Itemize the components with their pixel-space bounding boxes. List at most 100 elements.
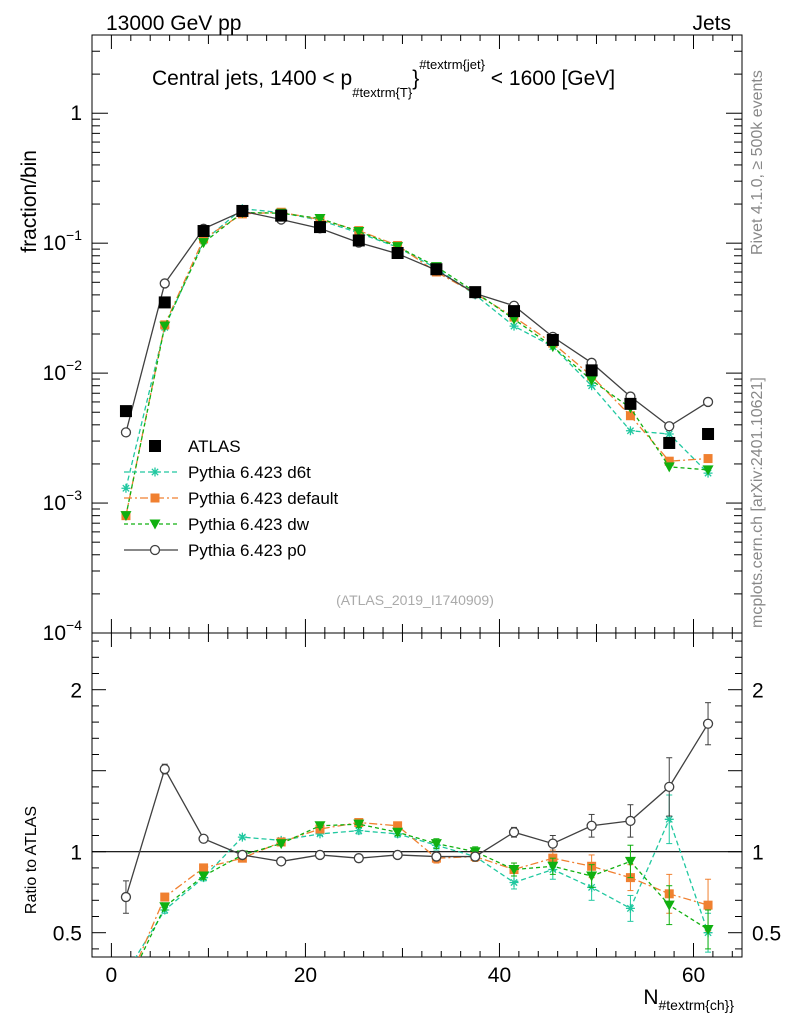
- data-point-dw: [702, 465, 714, 476]
- y-tick-label-exp: −1: [66, 227, 82, 243]
- legend-label-default: Pythia 6.423 default: [188, 489, 339, 508]
- ratio-point-d6t: [509, 877, 519, 887]
- header-right-label: Jets: [692, 12, 731, 35]
- x-tick-labels: 0 20 40 60: [106, 964, 706, 987]
- chart-title-sup: #textrm{jet}: [419, 57, 485, 72]
- rivet-version-label: Rivet 4.1.0, ≥ 500k events: [749, 70, 766, 255]
- legend-marker-d6t: [150, 467, 160, 477]
- y-tick-label-exp: −2: [66, 357, 82, 373]
- ratio-point-p0: [664, 781, 675, 793]
- ratio-point-d6t: [237, 832, 247, 842]
- analysis-watermark: (ATLAS_2019_I1740909): [336, 592, 494, 608]
- ratio-point-default: [703, 900, 713, 910]
- series-line-p0: [125, 210, 709, 433]
- legend: ATLAS Pythia 6.423 d6t Pythia 6.423 defaul…: [124, 437, 339, 560]
- ratio-point-p0: [237, 849, 248, 861]
- data-point-p0: [159, 278, 170, 289]
- y-tick-label: 10−4: [43, 617, 83, 645]
- ratio-point-dw: [275, 839, 287, 850]
- series-p0: [120, 206, 714, 438]
- ratio-point-d6t: [315, 829, 325, 839]
- data-point-p0: [664, 421, 675, 432]
- ratio-point-default: [393, 821, 403, 831]
- ratio-point-p0: [702, 718, 714, 729]
- data-point-dw: [120, 511, 132, 522]
- legend-label-atlas: ATLAS: [188, 437, 241, 456]
- ratio-line-dw: [139, 823, 709, 957]
- ratio-point-dw: [198, 871, 210, 882]
- data-point-atlas: [469, 286, 482, 299]
- y-tick-label-base: 1: [70, 102, 82, 125]
- x-tick-label: 40: [488, 964, 511, 987]
- main-y-axis-label: fraction/bin: [18, 150, 41, 253]
- ratio-point-d6t: [121, 969, 130, 978]
- ratio-y-tick-label: 2: [70, 680, 82, 703]
- ratio-series-p0: [120, 702, 714, 914]
- ratio-line-d6t: [135, 817, 709, 957]
- x-tick-label: 60: [682, 964, 705, 987]
- ratio-point-dw: [314, 821, 326, 832]
- data-point-default: [664, 456, 674, 466]
- data-point-atlas: [352, 234, 365, 247]
- ratio-series-dw: [120, 819, 714, 993]
- y-tick-label-base: 10: [43, 362, 66, 385]
- legend-label-dw: Pythia 6.423 dw: [188, 515, 310, 534]
- data-point-atlas: [430, 263, 443, 276]
- ratio-point-p0: [431, 851, 442, 862]
- ratio-point-default: [199, 863, 209, 873]
- data-point-default: [625, 411, 635, 421]
- ratio-y-axis-label: Ratio to ATLAS: [23, 806, 40, 914]
- y-tick-label: 1: [70, 102, 82, 125]
- ratio-point-p0: [353, 853, 364, 864]
- mcplots-credit-label: mcplots.cern.ch [arXiv:2401.10621]: [749, 377, 766, 628]
- x-axis-label: N#textrm{ch}}: [643, 986, 734, 1013]
- chart-title-close: }: [408, 85, 413, 100]
- ratio-point-p0: [314, 849, 326, 861]
- data-point-d6t: [625, 426, 635, 436]
- ratio-panel-frame: [91, 632, 743, 958]
- ratio-y-tick-label-right: 0.5: [752, 923, 781, 946]
- data-point-dw: [159, 321, 171, 332]
- ratio-point-dw: [353, 819, 365, 830]
- ratio-point-dw: [508, 865, 520, 876]
- data-point-d6t: [121, 483, 131, 493]
- ratio-point-default: [121, 983, 130, 992]
- ratio-point-p0: [547, 838, 558, 849]
- data-point-atlas: [663, 436, 676, 449]
- x-tick-label: 20: [294, 964, 317, 987]
- ratio-point-dw: [663, 900, 675, 911]
- header-left-label: 13000 GeV pp: [106, 12, 241, 35]
- ratio-point-p0: [159, 763, 170, 775]
- ratio-point-dw: [392, 827, 404, 838]
- series-atlas: [119, 204, 715, 449]
- ratio-point-d6t: [625, 903, 635, 913]
- main-axis-ticks: [92, 34, 742, 634]
- data-point-atlas: [236, 204, 249, 217]
- data-point-atlas: [585, 364, 598, 377]
- legend-marker-atlas: [149, 440, 161, 452]
- chart-title-rest: < 1600 [GeV]: [485, 67, 615, 90]
- y-tick-label-base: 10: [43, 492, 66, 515]
- data-point-atlas: [702, 427, 715, 440]
- main-series-layer: [119, 204, 715, 522]
- legend-item-dw: Pythia 6.423 dw: [124, 515, 310, 534]
- legend-marker-dw: [149, 519, 161, 530]
- legend-label-d6t: Pythia 6.423 d6t: [188, 463, 311, 482]
- data-point-atlas: [197, 225, 210, 238]
- data-point-p0: [702, 396, 714, 408]
- y-tick-label: 10−1: [43, 227, 83, 255]
- ratio-series-clipped: [120, 702, 714, 993]
- ratio-point-p0: [392, 849, 403, 861]
- x-axis-label-main: N: [643, 986, 658, 1009]
- ratio-point-p0: [508, 827, 520, 838]
- ratio-series-d6t: [121, 794, 713, 978]
- y-tick-label: 10−2: [43, 357, 83, 385]
- ratio-point-default: [160, 892, 170, 902]
- main-series-clipped: [119, 204, 715, 522]
- legend-marker-default: [150, 493, 160, 503]
- ratio-panel: 0.5 0.5 1 1 2 2 Ratio to ATLAS 0 20 40 60 N#text…: [23, 632, 781, 1013]
- ratio-point-dw: [120, 983, 131, 993]
- ratio-line-p0: [125, 723, 709, 898]
- ratio-point-p0: [120, 891, 132, 903]
